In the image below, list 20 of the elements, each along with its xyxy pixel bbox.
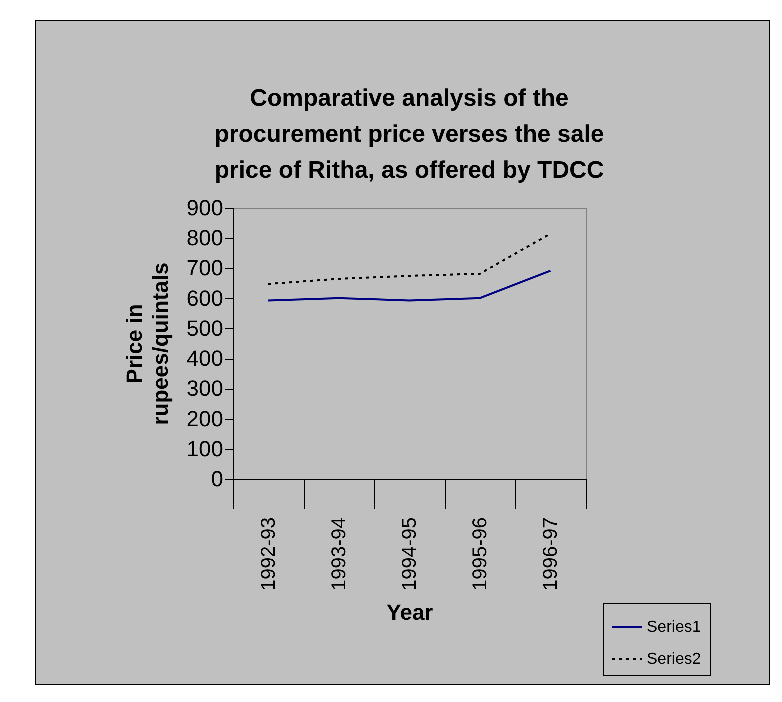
x-tick-label: 1992-93 [258,518,280,591]
x-tick-label: 1996-97 [540,518,562,591]
x-tick-label: 1994-95 [399,518,421,591]
y-tick-label: 600 [186,286,224,311]
y-tick-label: 400 [186,346,224,372]
y-tick-label: 900 [186,196,224,220]
x-tick-label: 1995-96 [470,518,492,591]
y-tick-label: 800 [186,226,224,251]
y-tick-label: 200 [186,406,224,432]
legend-label: Series1 [647,619,702,636]
y-tick-label: 0 [211,466,224,492]
y-tick-label: 100 [186,436,224,462]
y-axis-title: Price in rupees/quintals [122,262,173,426]
legend-label: Series2 [647,651,702,668]
chart-title: Comparative analysis of the procurement price verses the sale price of Ritha, as offered by TDCC [214,85,604,184]
y-tick-label: 500 [186,316,224,341]
y-tick-label: 300 [186,376,224,402]
x-axis-title: Year [386,600,434,625]
x-tick-label: 1993-94 [328,518,350,591]
y-tick-label: 700 [186,256,224,281]
